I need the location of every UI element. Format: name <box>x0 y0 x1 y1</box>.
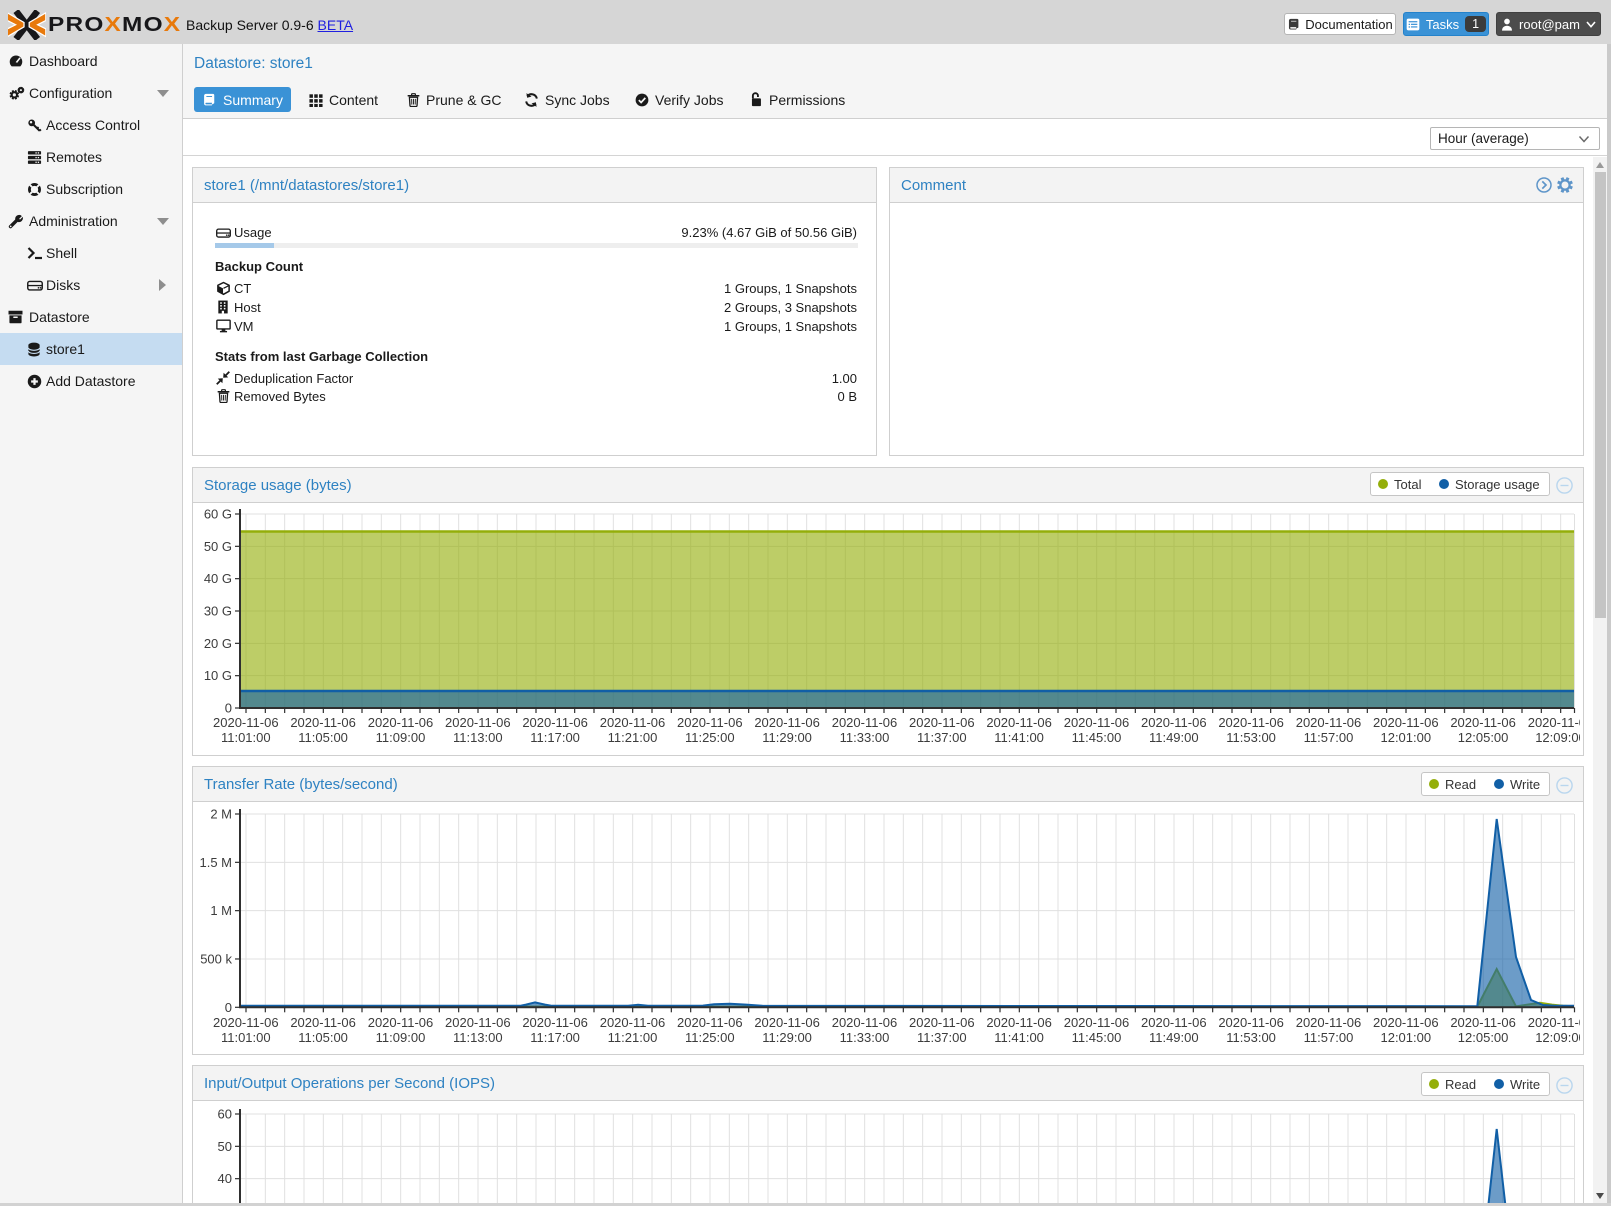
svg-text:2020-11-06: 2020-11-06 <box>832 715 898 730</box>
svg-text:500 k: 500 k <box>200 951 232 966</box>
svg-text:12:09:00: 12:09:00 <box>1535 730 1580 745</box>
svg-text:11:37:00: 11:37:00 <box>917 730 967 745</box>
svg-text:2020-11-06: 2020-11-06 <box>290 1015 356 1030</box>
svg-text:11:05:00: 11:05:00 <box>298 730 348 745</box>
svg-text:2020-11-06: 2020-11-06 <box>832 1015 898 1030</box>
svg-text:40 G: 40 G <box>204 571 232 586</box>
svg-text:2020-11-06: 2020-11-06 <box>600 715 666 730</box>
svg-text:2020-11-06: 2020-11-06 <box>677 1015 743 1030</box>
svg-text:2020-11-06: 2020-11-06 <box>1450 715 1516 730</box>
svg-text:11:41:00: 11:41:00 <box>994 1030 1044 1045</box>
svg-text:11:25:00: 11:25:00 <box>685 1030 735 1045</box>
svg-text:11:57:00: 11:57:00 <box>1304 730 1354 745</box>
svg-text:11:57:00: 11:57:00 <box>1304 1030 1354 1045</box>
svg-text:11:17:00: 11:17:00 <box>530 730 580 745</box>
svg-text:11:01:00: 11:01:00 <box>221 730 271 745</box>
svg-text:11:09:00: 11:09:00 <box>376 1030 426 1045</box>
svg-text:2020-11-06: 2020-11-06 <box>1064 1015 1130 1030</box>
svg-text:11:29:00: 11:29:00 <box>762 1030 812 1045</box>
svg-text:11:21:00: 11:21:00 <box>608 730 658 745</box>
svg-text:2020-11-06: 2020-11-06 <box>1218 1015 1284 1030</box>
svg-text:10 G: 10 G <box>204 668 232 683</box>
svg-text:2020-11-06: 2020-11-06 <box>1528 1015 1580 1030</box>
svg-text:11:45:00: 11:45:00 <box>1072 730 1122 745</box>
svg-text:2020-11-06: 2020-11-06 <box>1064 715 1130 730</box>
svg-text:11:17:00: 11:17:00 <box>530 1030 580 1045</box>
svg-text:30 G: 30 G <box>204 604 232 619</box>
svg-text:2020-11-06: 2020-11-06 <box>754 715 820 730</box>
svg-text:2020-11-06: 2020-11-06 <box>909 715 975 730</box>
svg-text:12:05:00: 12:05:00 <box>1458 1030 1509 1045</box>
svg-text:11:41:00: 11:41:00 <box>994 730 1044 745</box>
svg-text:0: 0 <box>225 1000 232 1015</box>
svg-text:11:13:00: 11:13:00 <box>453 1030 503 1045</box>
svg-text:40: 40 <box>218 1171 232 1186</box>
svg-text:11:49:00: 11:49:00 <box>1149 730 1199 745</box>
svg-text:2020-11-06: 2020-11-06 <box>522 1015 588 1030</box>
svg-text:11:29:00: 11:29:00 <box>762 730 812 745</box>
svg-text:12:01:00: 12:01:00 <box>1380 1030 1431 1045</box>
svg-text:11:25:00: 11:25:00 <box>685 730 735 745</box>
svg-text:11:37:00: 11:37:00 <box>917 1030 967 1045</box>
svg-text:2020-11-06: 2020-11-06 <box>445 1015 511 1030</box>
svg-text:2020-11-06: 2020-11-06 <box>368 715 434 730</box>
svg-text:11:05:00: 11:05:00 <box>298 1030 348 1045</box>
svg-text:12:01:00: 12:01:00 <box>1380 730 1431 745</box>
svg-text:12:05:00: 12:05:00 <box>1458 730 1509 745</box>
svg-text:2020-11-06: 2020-11-06 <box>600 1015 666 1030</box>
svg-text:2020-11-06: 2020-11-06 <box>909 1015 975 1030</box>
svg-text:11:45:00: 11:45:00 <box>1072 1030 1122 1045</box>
svg-text:0: 0 <box>225 701 232 716</box>
svg-text:2020-11-06: 2020-11-06 <box>213 715 279 730</box>
svg-text:60: 60 <box>218 1107 232 1122</box>
svg-text:11:21:00: 11:21:00 <box>608 1030 658 1045</box>
svg-text:2020-11-06: 2020-11-06 <box>213 1015 279 1030</box>
svg-text:11:01:00: 11:01:00 <box>221 1030 271 1045</box>
svg-text:2020-11-06: 2020-11-06 <box>986 1015 1052 1030</box>
svg-text:20 G: 20 G <box>204 636 232 651</box>
svg-text:2020-11-06: 2020-11-06 <box>1373 715 1439 730</box>
svg-text:1 M: 1 M <box>210 903 232 918</box>
svg-text:11:49:00: 11:49:00 <box>1149 1030 1199 1045</box>
svg-text:2020-11-06: 2020-11-06 <box>290 715 356 730</box>
svg-text:11:53:00: 11:53:00 <box>1226 1030 1276 1045</box>
svg-text:11:33:00: 11:33:00 <box>840 1030 890 1045</box>
svg-text:2020-11-06: 2020-11-06 <box>1528 715 1580 730</box>
svg-text:11:13:00: 11:13:00 <box>453 730 503 745</box>
svg-text:2020-11-06: 2020-11-06 <box>1296 715 1362 730</box>
svg-text:2020-11-06: 2020-11-06 <box>1373 1015 1439 1030</box>
svg-text:2020-11-06: 2020-11-06 <box>368 1015 434 1030</box>
svg-text:60 G: 60 G <box>204 507 232 522</box>
svg-text:2020-11-06: 2020-11-06 <box>754 1015 820 1030</box>
svg-text:2020-11-06: 2020-11-06 <box>986 715 1052 730</box>
svg-text:50 G: 50 G <box>204 539 232 554</box>
svg-text:2020-11-06: 2020-11-06 <box>1141 715 1207 730</box>
svg-text:2 M: 2 M <box>210 807 232 822</box>
svg-text:1.5 M: 1.5 M <box>199 855 232 870</box>
svg-text:2020-11-06: 2020-11-06 <box>1296 1015 1362 1030</box>
svg-text:11:33:00: 11:33:00 <box>840 730 890 745</box>
svg-text:12:09:00: 12:09:00 <box>1535 1030 1580 1045</box>
svg-text:2020-11-06: 2020-11-06 <box>445 715 511 730</box>
svg-text:2020-11-06: 2020-11-06 <box>1218 715 1284 730</box>
svg-text:11:09:00: 11:09:00 <box>376 730 426 745</box>
svg-text:2020-11-06: 2020-11-06 <box>677 715 743 730</box>
svg-text:2020-11-06: 2020-11-06 <box>1450 1015 1516 1030</box>
svg-text:2020-11-06: 2020-11-06 <box>1141 1015 1207 1030</box>
svg-text:2020-11-06: 2020-11-06 <box>522 715 588 730</box>
svg-text:11:53:00: 11:53:00 <box>1226 730 1276 745</box>
svg-text:50: 50 <box>218 1139 232 1154</box>
